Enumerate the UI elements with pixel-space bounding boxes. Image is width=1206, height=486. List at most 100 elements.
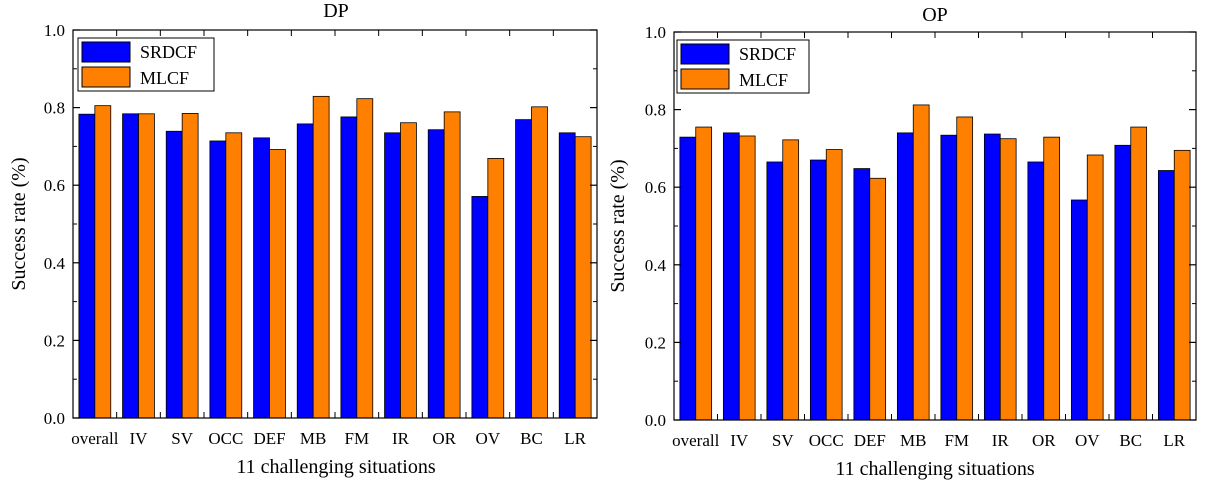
- bar-srdcf-ir: [384, 132, 401, 419]
- legend-label-srdcf: SRDCF: [140, 42, 197, 62]
- legend: SRDCF MLCF: [676, 39, 810, 94]
- bar-mlcf-lr: [1173, 149, 1191, 421]
- x-tick-label: IV: [730, 431, 749, 450]
- y-tick-label: 1.0: [645, 23, 666, 42]
- plot-area: overall IV SV OCC DEF MB FM IR OR OV BC LR 0.0 0.2 0.4…: [44, 21, 598, 448]
- x-axis-title: 11 challenging situations: [835, 458, 1034, 480]
- bar-mlcf-fm: [356, 98, 374, 419]
- bar-mlcf-def: [869, 177, 887, 421]
- bar-mlcf-def: [269, 149, 286, 419]
- bar-srdcf-ov: [1070, 199, 1088, 421]
- legend-label-mlcf: MLCF: [140, 68, 189, 88]
- bar-srdcf-def: [853, 168, 871, 421]
- bar-mlcf-overall: [94, 105, 112, 419]
- y-tick-label: 0.4: [44, 254, 66, 273]
- bar-mlcf-occ: [225, 132, 243, 419]
- x-tick-label: overall: [672, 431, 719, 450]
- bar-srdcf-fm: [340, 116, 358, 419]
- bar-srdcf-or: [1027, 161, 1045, 421]
- x-tick-label: SV: [171, 429, 193, 448]
- plot-area: overall IV SV OCC DEF MB FM IR OR OV BC LR 0.0 0.2 0.4…: [645, 23, 1197, 450]
- x-tick-label: MB: [900, 431, 926, 450]
- bar-srdcf-bc: [515, 119, 532, 419]
- bar-mlcf-iv: [138, 113, 155, 419]
- bar-srdcf-occ: [209, 140, 227, 419]
- bar-srdcf-mb: [896, 132, 914, 421]
- bar-srdcf-ir: [983, 133, 1001, 421]
- bar-mlcf-lr: [574, 136, 592, 419]
- bar-mlcf-occ: [825, 149, 843, 421]
- bar-mlcf-ir: [999, 138, 1017, 421]
- bar-mlcf-mb: [312, 95, 330, 419]
- bar-srdcf-iv: [722, 132, 740, 421]
- bar-srdcf-def: [253, 137, 270, 419]
- legend: SRDCF MLCF: [77, 37, 215, 92]
- y-axis-title: Success rate (%): [8, 157, 30, 290]
- chart-title: OP: [922, 4, 948, 26]
- legend-swatch-mlcf: [680, 68, 730, 90]
- bar-mlcf-ov: [487, 158, 505, 419]
- bar-srdcf-overall: [78, 113, 96, 419]
- x-tick-label: FM: [345, 429, 370, 448]
- bar-srdcf-occ: [809, 159, 827, 421]
- x-tick-label: overall: [71, 429, 118, 448]
- x-axis-title: 11 challenging situations: [236, 456, 435, 478]
- y-axis-title: Success rate (%): [607, 159, 629, 292]
- y-tick-label: 0.8: [44, 99, 65, 118]
- y-tick-label: 0.2: [44, 331, 65, 350]
- legend-label-srdcf: SRDCF: [739, 44, 796, 64]
- bar-srdcf-iv: [122, 113, 139, 419]
- legend-swatch-mlcf: [81, 66, 131, 88]
- x-tick-label: IV: [130, 429, 149, 448]
- bar-srdcf-ov: [471, 196, 489, 419]
- bar-mlcf-sv: [181, 113, 199, 419]
- bar-mlcf-or: [1043, 136, 1061, 421]
- x-tick-label: BC: [520, 429, 543, 448]
- bar-mlcf-sv: [782, 139, 800, 421]
- bar-srdcf-sv: [165, 130, 183, 419]
- bar-srdcf-lr: [1157, 170, 1175, 421]
- bar-srdcf-overall: [679, 136, 697, 421]
- legend-label-mlcf: MLCF: [739, 70, 788, 90]
- bar-srdcf-sv: [766, 161, 784, 421]
- y-tick-label: 0.4: [645, 256, 667, 275]
- bar-srdcf-lr: [558, 132, 576, 419]
- x-tick-label: OV: [476, 429, 501, 448]
- y-tick-label: 0.6: [645, 178, 666, 197]
- x-tick-label: OCC: [208, 429, 243, 448]
- bar-mlcf-ir: [400, 122, 417, 419]
- y-tick-label: 0.0: [44, 409, 65, 428]
- bar-mlcf-bc: [531, 106, 548, 419]
- y-tick-label: 0.8: [645, 101, 666, 120]
- bar-mlcf-or: [443, 111, 461, 419]
- bar-srdcf-bc: [1114, 144, 1132, 421]
- y-tick-label: 0.6: [44, 176, 65, 195]
- x-tick-label: DEF: [253, 429, 285, 448]
- legend-swatch-srdcf: [81, 41, 131, 63]
- x-tick-label: BC: [1119, 431, 1142, 450]
- bar-mlcf-iv: [738, 135, 756, 421]
- y-tick-label: 1.0: [44, 21, 65, 40]
- chart-op: OP Success rate (%) 11 challenging situa…: [607, 4, 1197, 480]
- legend-swatch-srdcf: [680, 43, 730, 65]
- x-tick-label: OCC: [809, 431, 844, 450]
- x-tick-label: IR: [392, 429, 410, 448]
- x-tick-label: LR: [1163, 431, 1185, 450]
- x-tick-label: SV: [772, 431, 794, 450]
- x-tick-label: OV: [1075, 431, 1100, 450]
- x-tick-label: FM: [944, 431, 969, 450]
- bar-mlcf-bc: [1130, 126, 1148, 421]
- y-tick-label: 0.0: [645, 411, 666, 430]
- bar-mlcf-overall: [695, 126, 713, 421]
- x-tick-label: IR: [992, 431, 1010, 450]
- x-tick-label: OR: [432, 429, 456, 448]
- x-tick-label: MB: [300, 429, 326, 448]
- bar-mlcf-mb: [912, 104, 930, 421]
- bar-mlcf-ov: [1086, 154, 1104, 421]
- bar-srdcf-or: [427, 129, 445, 419]
- bar-mlcf-fm: [956, 116, 974, 421]
- x-tick-label: DEF: [854, 431, 886, 450]
- x-tick-label: OR: [1032, 431, 1056, 450]
- x-tick-label: LR: [564, 429, 586, 448]
- chart-dp: DP Success rate (%) 11 challenging situa…: [8, 0, 598, 478]
